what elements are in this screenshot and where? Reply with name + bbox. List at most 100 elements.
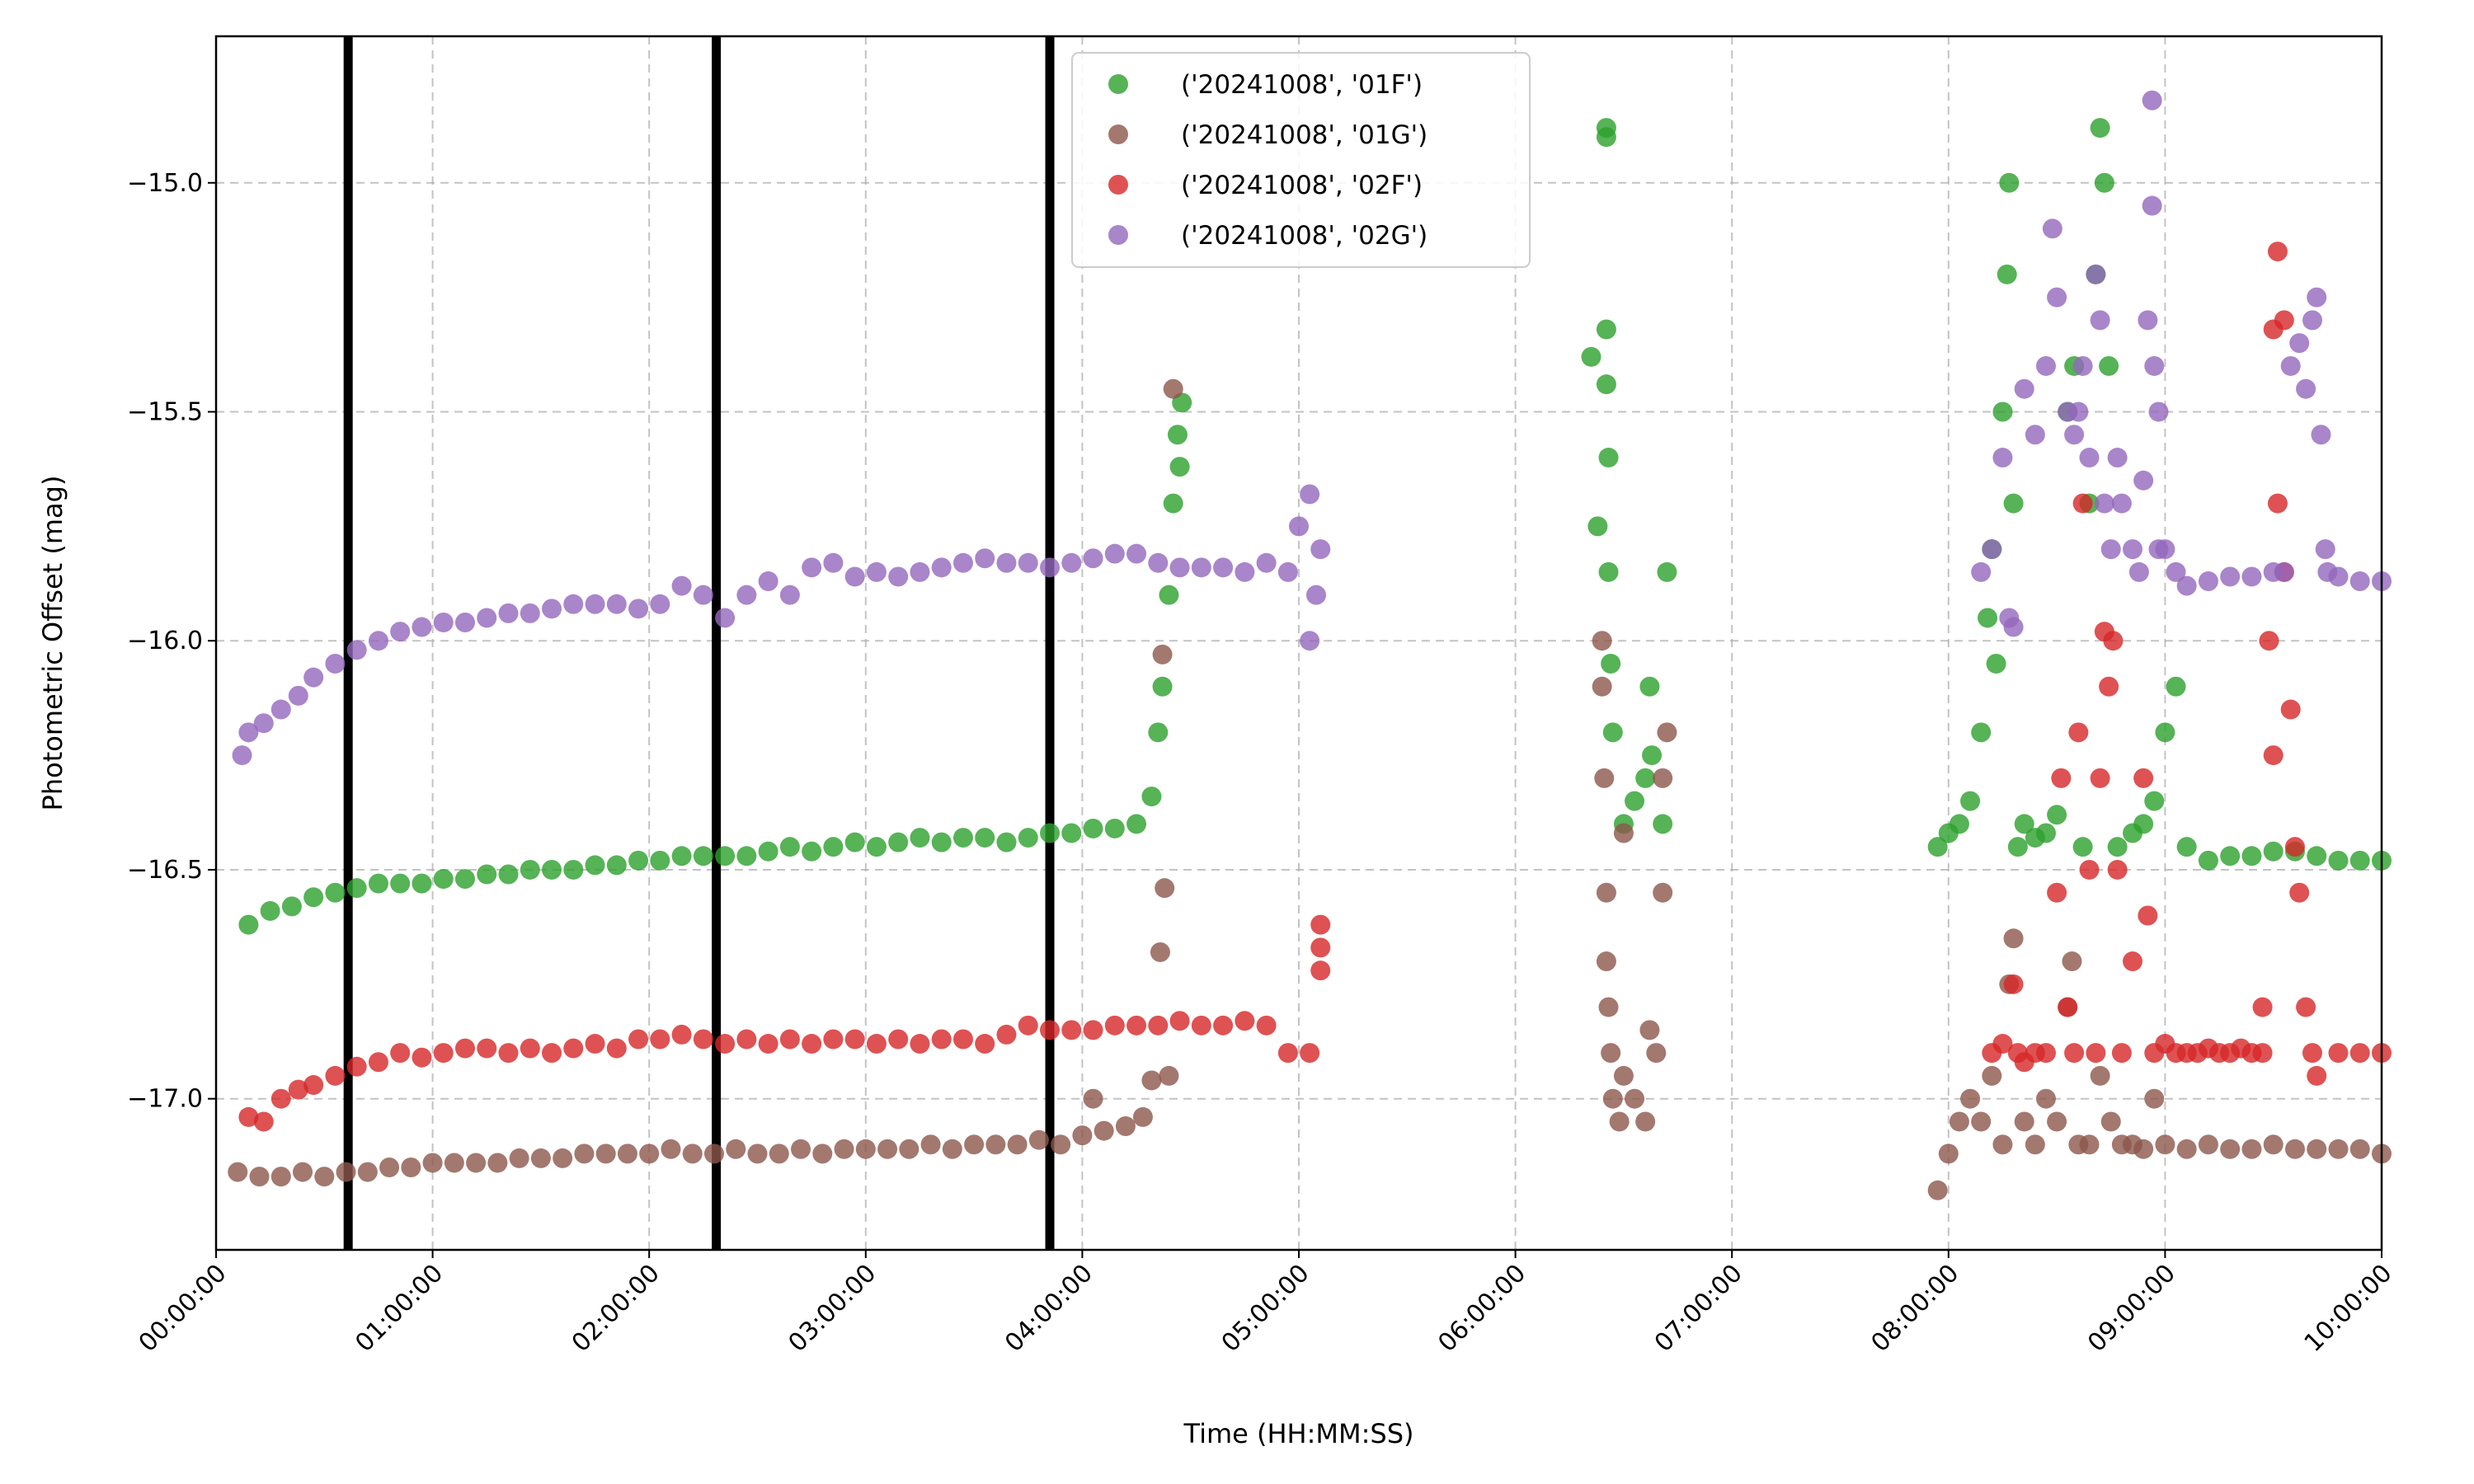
data-point <box>2133 1139 2154 1159</box>
data-point <box>606 594 627 614</box>
data-point <box>1310 960 1331 981</box>
data-point <box>2058 997 2078 1017</box>
data-point <box>1971 722 1992 743</box>
data-point <box>2123 951 2143 972</box>
data-point <box>2047 805 2067 825</box>
data-point <box>2307 287 2327 308</box>
data-point <box>2296 378 2316 399</box>
data-point <box>2086 1043 2106 1064</box>
data-point <box>249 1167 270 1187</box>
data-point <box>1997 264 2017 284</box>
data-point <box>606 855 627 876</box>
data-point <box>563 859 584 880</box>
data-point <box>1169 557 1190 578</box>
data-point <box>2274 561 2294 582</box>
series-1 <box>228 378 2392 1200</box>
data-point <box>1992 402 2013 422</box>
data-point <box>2003 617 2024 637</box>
data-point <box>1639 676 1660 697</box>
data-point <box>964 1134 985 1155</box>
data-point <box>314 1167 335 1187</box>
data-point <box>1642 745 1663 766</box>
data-point <box>542 1043 562 1064</box>
data-point <box>2133 814 2154 834</box>
data-point <box>1635 768 1656 788</box>
data-point <box>747 1144 768 1164</box>
data-point <box>2090 310 2110 331</box>
data-point <box>2155 539 2175 560</box>
data-point <box>1960 1088 1981 1109</box>
series-0 <box>238 118 2392 935</box>
data-point <box>2103 631 2124 651</box>
data-point <box>2111 1043 2132 1064</box>
data-point <box>910 1034 930 1054</box>
data-point <box>1592 676 1612 697</box>
data-point <box>454 869 475 890</box>
data-point <box>671 1024 692 1045</box>
data-point <box>563 594 584 614</box>
data-point <box>942 1139 962 1159</box>
data-point <box>2094 493 2114 514</box>
data-point <box>888 1029 909 1050</box>
data-point <box>270 1088 291 1109</box>
data-point <box>2007 837 2028 857</box>
data-point <box>1978 608 1998 628</box>
data-point <box>1235 1011 1255 1031</box>
data-point <box>1040 1020 1061 1040</box>
data-point <box>693 1029 713 1050</box>
data-point <box>1150 942 1170 962</box>
data-point <box>931 1029 952 1050</box>
data-point <box>1018 1015 1038 1036</box>
data-point <box>715 846 736 866</box>
data-point <box>253 713 274 734</box>
data-point <box>1609 1111 1630 1132</box>
data-point <box>1191 1015 1211 1036</box>
data-point <box>2090 1065 2110 1086</box>
data-point <box>758 1034 778 1054</box>
data-point <box>2003 974 2024 994</box>
data-point <box>412 1047 432 1068</box>
data-point <box>2107 448 2128 468</box>
data-point <box>1061 1020 1082 1040</box>
data-point <box>2263 745 2284 766</box>
data-point <box>238 1106 259 1127</box>
data-point <box>466 1153 487 1173</box>
data-point <box>1596 374 1616 395</box>
data-point <box>1159 1065 1179 1086</box>
data-point <box>1992 1134 2013 1155</box>
data-point <box>1982 539 2002 560</box>
data-point <box>2138 905 2158 926</box>
y-tick-label: −17.0 <box>127 1085 203 1114</box>
data-point <box>2307 1139 2327 1159</box>
data-point <box>996 552 1017 573</box>
data-point <box>736 846 757 866</box>
data-point <box>910 561 930 582</box>
data-point <box>823 552 844 573</box>
data-point <box>1148 722 1169 743</box>
data-point <box>2072 837 2093 857</box>
data-point <box>736 585 757 605</box>
data-point <box>2296 997 2316 1017</box>
data-point <box>509 1148 529 1168</box>
data-point <box>1602 722 1623 743</box>
data-point <box>368 631 388 651</box>
data-point <box>1927 837 1948 857</box>
data-point <box>2025 425 2045 445</box>
data-point <box>238 722 259 743</box>
data-point <box>1167 425 1188 445</box>
data-point <box>855 1139 876 1159</box>
data-point <box>2086 264 2106 284</box>
data-point <box>2068 722 2089 743</box>
data-point <box>1083 1020 1103 1040</box>
data-point <box>1132 1106 1153 1127</box>
data-point <box>422 1153 443 1173</box>
data-point <box>985 1134 1006 1155</box>
data-point <box>2003 493 2024 514</box>
data-point <box>1592 631 1612 651</box>
data-point <box>325 1065 346 1086</box>
data-point <box>2090 768 2110 788</box>
data-point <box>877 1139 898 1159</box>
data-point <box>2148 402 2169 422</box>
data-point <box>2100 1111 2121 1132</box>
